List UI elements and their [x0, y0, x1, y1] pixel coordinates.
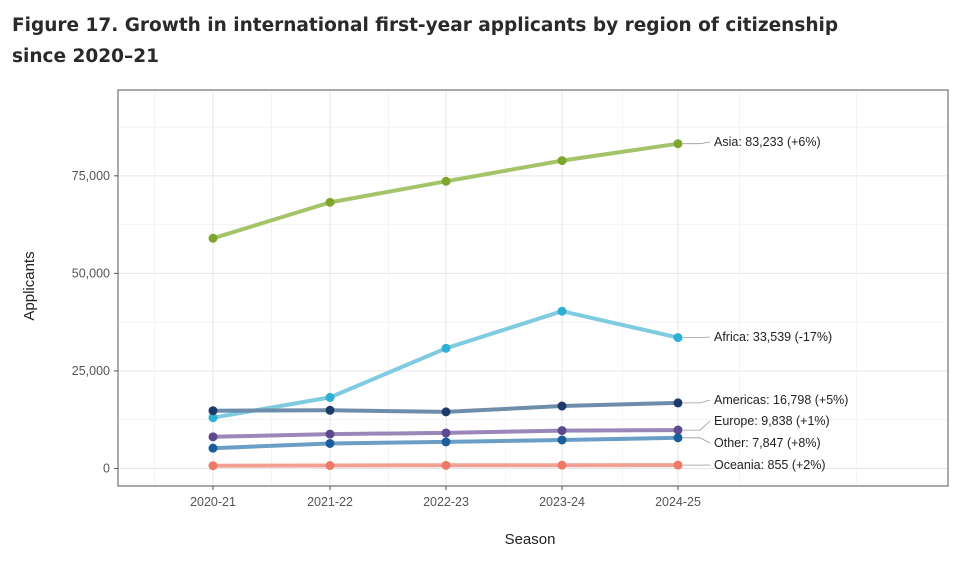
series-asia: [208, 139, 683, 243]
data-point-other: [441, 437, 451, 447]
grid: [118, 90, 948, 486]
figure-title-line-1: Figure 17. Growth in international first…: [12, 15, 839, 36]
data-point-europe: [673, 425, 683, 435]
series-other: [208, 433, 683, 453]
label-leader-line: [683, 399, 711, 404]
label-leader-line: [683, 437, 711, 444]
data-point-americas: [673, 398, 683, 408]
series-labels: Asia: 83,233 (+6%) Africa: 33,539 (-17%) A…: [683, 135, 848, 472]
data-point-europe: [325, 429, 335, 439]
data-point-americas: [557, 401, 567, 411]
y-tick-label: 0: [103, 461, 110, 475]
label-leader-line: [683, 336, 711, 339]
y-tick-label: 25,000: [72, 364, 110, 378]
data-point-other: [325, 438, 335, 448]
series-label-asia: Asia: 83,233 (+6%): [714, 135, 821, 149]
series-label-americas: Americas: 16,798 (+5%): [714, 393, 848, 407]
x-axis-title: Season: [505, 531, 556, 548]
series-label-africa: Africa: 33,539 (-17%): [714, 330, 832, 344]
y-axis-title: Applicants: [21, 251, 38, 320]
data-point-asia: [208, 233, 218, 243]
figure-title: Figure 17. Growth in international first…: [12, 10, 952, 72]
data-point-asia: [557, 156, 567, 166]
x-tick-label: 2020-21: [190, 495, 236, 509]
data-point-americas: [441, 407, 451, 417]
data-point-oceania: [208, 461, 218, 471]
data-point-oceania: [325, 461, 335, 471]
data-point-asia: [441, 176, 451, 186]
y-tick-label: 75,000: [72, 169, 110, 183]
data-point-americas: [325, 405, 335, 415]
x-tick-label: 2022-23: [423, 495, 469, 509]
plot-border: [117, 89, 949, 487]
data-point-other: [208, 443, 218, 453]
data-point-asia: [325, 197, 335, 207]
data-point-oceania: [673, 460, 683, 470]
data-point-other: [673, 433, 683, 443]
x-tick-label: 2021-22: [307, 495, 353, 509]
data-point-europe: [557, 426, 567, 436]
data-point-africa: [673, 333, 683, 343]
series-africa: [208, 306, 683, 423]
data-point-oceania: [441, 460, 451, 470]
data-point-africa: [557, 306, 567, 316]
label-leader-line: [683, 141, 711, 145]
series-layer: [208, 139, 683, 471]
series-americas: [208, 398, 683, 417]
series-label-other: Other: 7,847 (+8%): [714, 436, 821, 450]
x-tick-label: 2023-24: [539, 495, 585, 509]
data-point-africa: [325, 392, 335, 402]
data-point-americas: [208, 406, 218, 416]
figure-title-line-2: since 2020–21: [12, 46, 159, 67]
x-tick-label: 2024-25: [655, 495, 701, 509]
series-label-oceania: Oceania: 855 (+2%): [714, 458, 826, 472]
data-point-africa: [441, 343, 451, 353]
data-point-europe: [208, 432, 218, 442]
label-leader-line: [683, 420, 711, 431]
data-point-africa: [208, 413, 218, 423]
data-point-europe: [441, 428, 451, 438]
data-point-other: [557, 435, 567, 445]
data-point-oceania: [557, 460, 567, 470]
series-europe: [208, 425, 683, 442]
series-oceania: [208, 460, 683, 471]
series-label-europe: Europe: 9,838 (+1%): [714, 414, 830, 428]
y-tick-label: 50,000: [72, 266, 110, 280]
data-point-asia: [673, 139, 683, 149]
axes: 0 25,000 50,000 75,000 2020-21 2021-22 2022-23…: [21, 169, 701, 548]
